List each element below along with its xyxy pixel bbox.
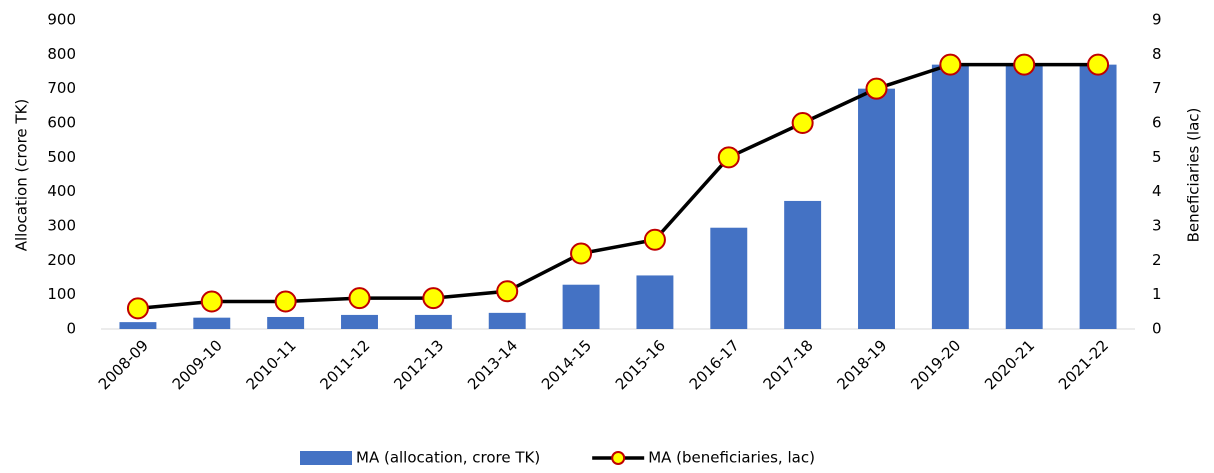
marker — [126, 297, 149, 320]
y2-tick-label: 8 — [1152, 45, 1162, 63]
bar — [636, 275, 674, 329]
bar — [119, 322, 157, 329]
legend-label: MA (beneficiaries, lac) — [648, 449, 815, 467]
bar — [562, 284, 600, 329]
marker — [939, 53, 962, 76]
marker — [200, 290, 223, 313]
bar — [414, 314, 452, 329]
bar — [341, 314, 378, 329]
x-tick-label: 2015-16 — [612, 336, 669, 393]
y-tick-label: 800 — [47, 45, 76, 63]
marker — [422, 287, 445, 310]
marker — [1087, 53, 1110, 76]
x-tick-label: 2021-22 — [1055, 336, 1112, 393]
y-tick-label: 600 — [47, 114, 76, 132]
marker — [791, 112, 814, 134]
x-tick-label: 2019-20 — [907, 336, 964, 393]
bar — [193, 317, 231, 329]
x-tick-label: 2016-17 — [686, 336, 743, 393]
x-tick-label: 2020-21 — [981, 336, 1038, 393]
marker — [865, 77, 888, 100]
y-tick-label: 0 — [66, 320, 76, 338]
marker — [570, 242, 593, 265]
marker — [643, 228, 666, 251]
x-tick-label: 2010-11 — [243, 336, 300, 393]
y-tick-label: 500 — [47, 148, 76, 166]
x-tick-label: 2018-19 — [833, 336, 890, 393]
bar — [931, 64, 969, 329]
x-tick-label: 2008-09 — [95, 336, 152, 393]
bar — [858, 88, 895, 330]
y-tick-label: 100 — [47, 285, 76, 303]
x-tick-label: 2014-15 — [538, 336, 595, 393]
bar — [488, 312, 526, 329]
bar — [1005, 64, 1043, 329]
bar — [1079, 64, 1117, 329]
legend-marker — [611, 451, 626, 465]
y-tick-label: 400 — [47, 182, 76, 200]
y-tick-label: 200 — [47, 251, 76, 269]
y2-tick-label: 1 — [1152, 285, 1162, 303]
x-tick-label: 2017-18 — [760, 336, 817, 393]
x-tick-label: 2013-14 — [464, 336, 521, 393]
marker — [274, 290, 297, 313]
marker — [1013, 53, 1036, 76]
legend-label: MA (allocation, crore TK) — [356, 449, 540, 467]
y-axis-title: Allocation (crore TK) — [13, 99, 31, 252]
x-tick-label: 2009-10 — [169, 336, 226, 393]
y2-tick-label: 9 — [1152, 11, 1162, 29]
x-tick-label: 2012-13 — [390, 336, 447, 393]
y2-tick-label: 0 — [1152, 320, 1162, 338]
y2-axis-title: Beneficiaries (lac) — [1185, 108, 1203, 243]
marker — [496, 280, 519, 303]
x-tick-label: 2011-12 — [316, 336, 373, 393]
legend-swatch — [300, 451, 352, 465]
y-tick-label: 300 — [47, 217, 76, 235]
bar — [784, 200, 822, 329]
y-tick-label: 900 — [47, 11, 76, 29]
y-tick-label: 700 — [47, 79, 76, 97]
bar — [267, 316, 305, 329]
y2-tick-label: 5 — [1152, 148, 1162, 166]
y2-tick-label: 7 — [1152, 79, 1162, 97]
marker — [348, 287, 371, 310]
bar — [710, 227, 748, 329]
y2-tick-label: 2 — [1152, 251, 1162, 269]
marker — [717, 146, 740, 169]
y2-tick-label: 3 — [1152, 217, 1162, 235]
line — [137, 62, 1099, 311]
y2-tick-label: 4 — [1152, 182, 1162, 200]
y2-tick-label: 6 — [1152, 114, 1162, 132]
